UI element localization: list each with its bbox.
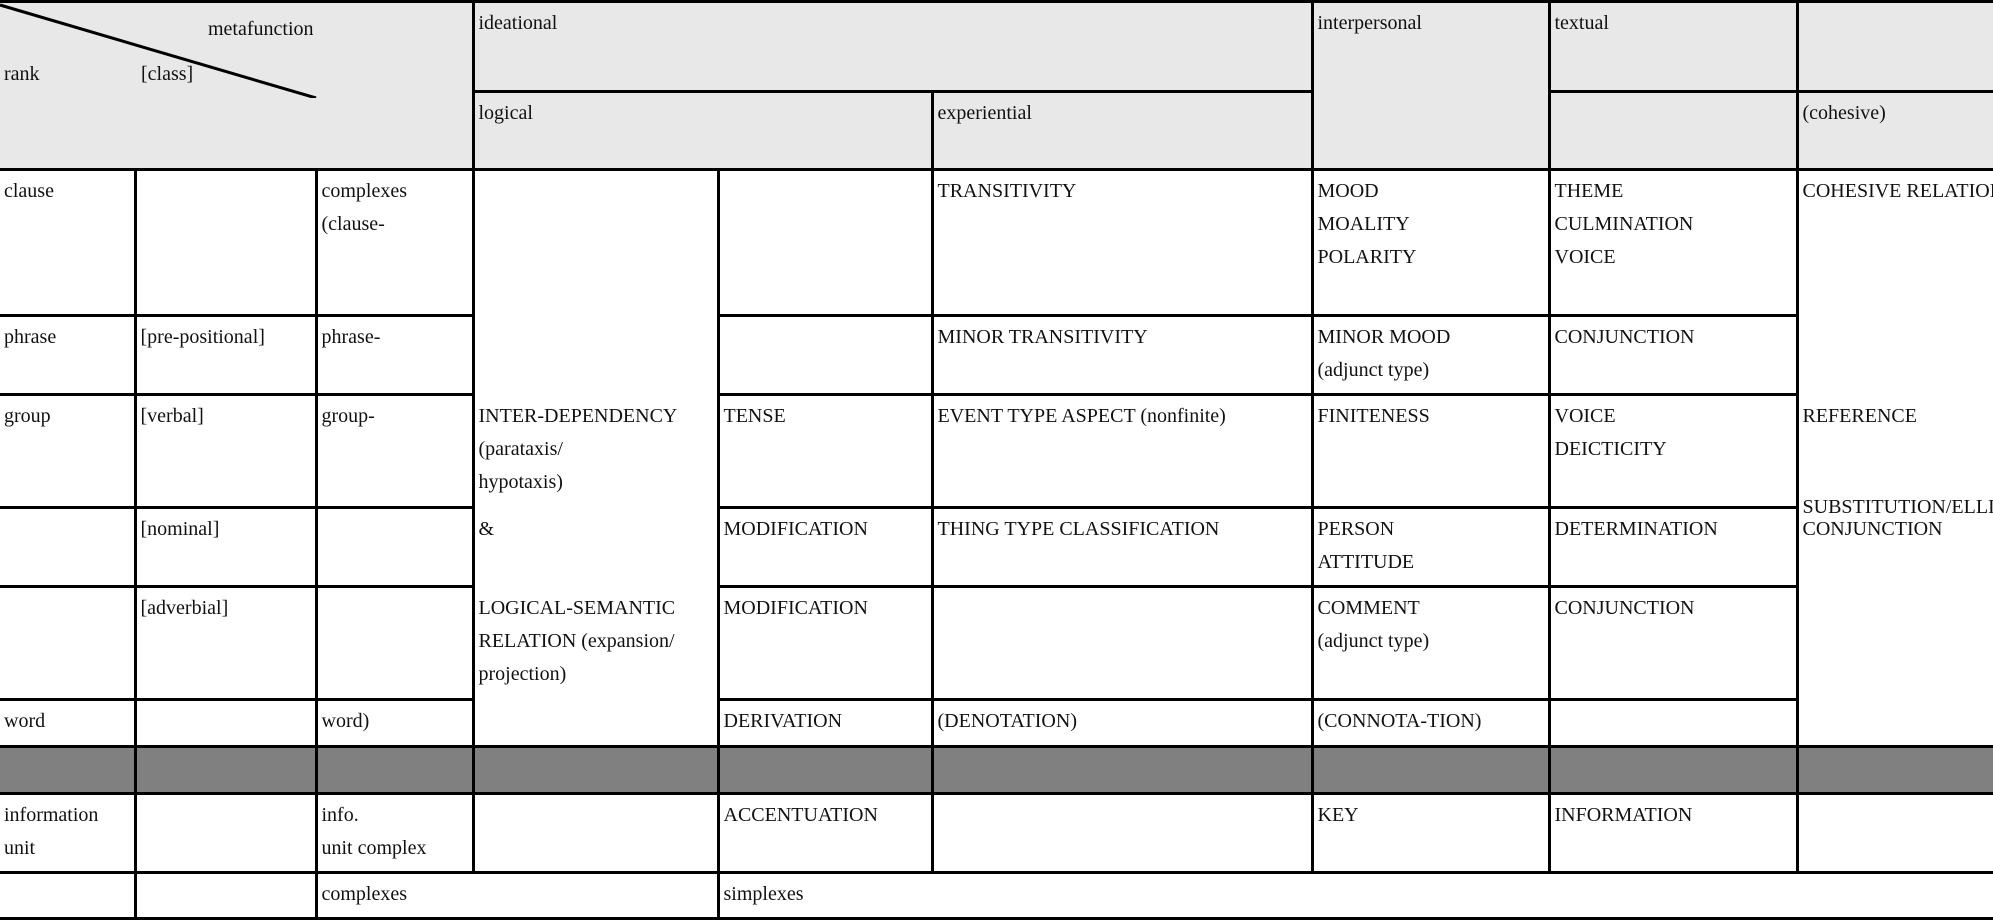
logical-cell: [718, 316, 932, 395]
experiential-cell: [932, 587, 1312, 700]
separator-cell: [135, 747, 316, 794]
metafunction-label: metafunction: [208, 13, 314, 46]
class-cell: [135, 700, 316, 747]
textual-cell: CONJUNCTION: [1549, 316, 1797, 395]
textual-subheader: [1549, 92, 1797, 170]
cohesive-header: (cohesive): [1797, 92, 1993, 170]
diagonal-header-cell: metafunction rank [class]: [0, 2, 473, 170]
table-row: [adverbial] MODIFICATION COMMENT (adjunc…: [0, 587, 1993, 700]
complex-cell: phrase-: [316, 316, 473, 395]
complexes-cell: complexes: [316, 873, 718, 919]
textual-cell: THEME CULMINATION VOICE: [1549, 170, 1797, 316]
experiential-cell: MINOR TRANSITIVITY: [932, 316, 1312, 395]
complex-cell: complexes (clause-: [316, 170, 473, 316]
class-cell: [135, 170, 316, 316]
experiential-cell: EVENT TYPE ASPECT (nonfinite): [932, 395, 1312, 508]
separator-cell: [0, 747, 135, 794]
cohesive-relations-text: COHESIVE RELATIONS: [1803, 175, 1993, 208]
complex-cell: group-: [316, 395, 473, 508]
separator-cell: [718, 747, 932, 794]
complex-cell: [316, 587, 473, 700]
separator-cell: [473, 747, 718, 794]
experiential-cell: (DENOTATION): [932, 700, 1312, 747]
experiential-cell: TRANSITIVITY: [932, 170, 1312, 316]
interdependency-text: INTER-DEPENDENCY (parataxis/ hypotaxis): [479, 400, 678, 499]
rank-cell: [0, 587, 135, 700]
textual-cell: VOICE DEICTICITY: [1549, 395, 1797, 508]
class-cell: [135, 794, 316, 873]
information-unit-row: information unit info. unit complex ACCE…: [0, 794, 1993, 873]
interpersonal-cell: KEY: [1312, 794, 1549, 873]
logical-semantic-text: LOGICAL-SEMANTIC RELATION (expansion/ pr…: [479, 592, 676, 691]
blank-cell: [0, 873, 135, 919]
cohesive-cell: COHESIVE RELATIONS REFERENCE SUBSTITUTIO…: [1797, 170, 1993, 747]
logical-cell: DERIVATION: [718, 700, 932, 747]
class-cell: [adverbial]: [135, 587, 316, 700]
table-row: phrase [pre-positional] phrase- MINOR TR…: [0, 316, 1993, 395]
rank-cell: word: [0, 700, 135, 747]
interpersonal-cell: (CONNOTA-TION): [1312, 700, 1549, 747]
cohesive-cell: [1797, 794, 1993, 873]
reference-text: REFERENCE: [1803, 400, 1917, 433]
interpersonal-header: interpersonal: [1312, 2, 1549, 170]
conjunction-text: CONJUNCTION: [1803, 513, 1943, 546]
textual-cell: DETERMINATION: [1549, 508, 1797, 587]
simplexes-cell: simplexes: [718, 873, 1993, 919]
separator-row: [0, 747, 1993, 794]
class-label: [class]: [141, 58, 193, 91]
table-row: word word) DERIVATION (DENOTATION) (CONN…: [0, 700, 1993, 747]
logical-cell: MODIFICATION: [718, 587, 932, 700]
class-cell: [pre-positional]: [135, 316, 316, 395]
separator-cell: [932, 747, 1312, 794]
rank-cell: phrase: [0, 316, 135, 395]
rank-cell: clause: [0, 170, 135, 316]
separator-cell: [1549, 747, 1797, 794]
blank-cell: [135, 873, 316, 919]
table-row: clause complexes (clause- INTER-DEPENDEN…: [0, 170, 1993, 316]
rank-cell: [0, 508, 135, 587]
separator-cell: [1797, 747, 1993, 794]
logical-dependency-cell: INTER-DEPENDENCY (parataxis/ hypotaxis) …: [473, 170, 718, 747]
logical-cell: ACCENTUATION: [718, 794, 932, 873]
complex-cell: info. unit complex: [316, 794, 473, 873]
table-row: group [verbal] group- TENSE EVENT TYPE A…: [0, 395, 1993, 508]
textual-cell: INFORMATION: [1549, 794, 1797, 873]
separator-cell: [1312, 747, 1549, 794]
rank-cell: information unit: [0, 794, 135, 873]
blank-header: [1797, 2, 1993, 92]
ideational-header: ideational: [473, 2, 1312, 92]
separator-cell: [316, 747, 473, 794]
interpersonal-cell: COMMENT (adjunct type): [1312, 587, 1549, 700]
interpersonal-cell: FINITENESS: [1312, 395, 1549, 508]
complex-cell: [316, 508, 473, 587]
complex-cell: word): [316, 700, 473, 747]
interpersonal-cell: MOOD MOALITY POLARITY: [1312, 170, 1549, 316]
experiential-cell: THING TYPE CLASSIFICATION: [932, 508, 1312, 587]
logical-header: logical: [473, 92, 932, 170]
rank-label: rank: [4, 58, 40, 91]
logical-dependency-cell: [473, 794, 718, 873]
class-cell: [nominal]: [135, 508, 316, 587]
footer-row: complexes simplexes: [0, 873, 1993, 919]
table-row: [nominal] MODIFICATION THING TYPE CLASSI…: [0, 508, 1993, 587]
class-cell: [verbal]: [135, 395, 316, 508]
experiential-header: experiential: [932, 92, 1312, 170]
experiential-cell: [932, 794, 1312, 873]
logical-cell: TENSE: [718, 395, 932, 508]
rank-cell: group: [0, 395, 135, 508]
interpersonal-cell: MINOR MOOD (adjunct type): [1312, 316, 1549, 395]
textual-cell: CONJUNCTION: [1549, 587, 1797, 700]
logical-cell: MODIFICATION: [718, 508, 932, 587]
interpersonal-cell: PERSON ATTITUDE: [1312, 508, 1549, 587]
textual-header: textual: [1549, 2, 1797, 92]
and-text: &: [479, 513, 495, 546]
logical-cell: [718, 170, 932, 316]
textual-cell: [1549, 700, 1797, 747]
